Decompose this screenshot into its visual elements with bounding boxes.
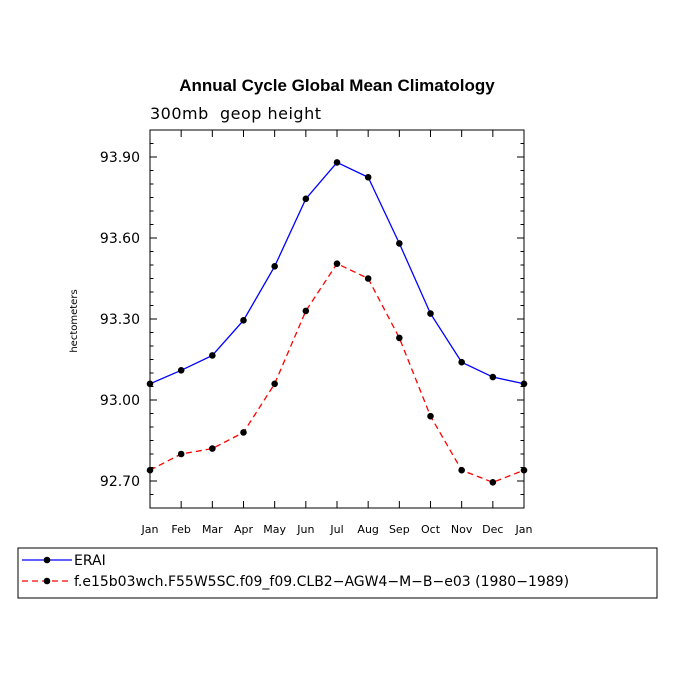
x-tick-label: Nov bbox=[451, 523, 473, 536]
chart-subtitle: 300mb geop height bbox=[150, 104, 321, 123]
series-2-point bbox=[209, 445, 216, 452]
series-2-point bbox=[333, 260, 341, 267]
legend-label-2: f.e15b03wch.F55W5SC.f09_f09.CLB2−AGW4−M−… bbox=[74, 574, 569, 590]
series-1-point bbox=[489, 373, 497, 381]
legend-label-1: ERAI bbox=[74, 553, 106, 569]
x-tick-label: Jun bbox=[296, 523, 314, 536]
series-1-point bbox=[146, 380, 154, 388]
series-1-point bbox=[302, 195, 310, 203]
x-tick-label: Aug bbox=[357, 523, 378, 536]
series-2-point bbox=[427, 412, 434, 420]
series-2-point bbox=[396, 334, 403, 342]
x-tick-label: Sep bbox=[389, 523, 410, 536]
series-1-point bbox=[177, 367, 185, 374]
plot-frame bbox=[149, 129, 525, 509]
legend-marker-2 bbox=[43, 577, 51, 585]
chart-title: Annual Cycle Global Mean Climatology bbox=[179, 76, 495, 95]
series-2-point bbox=[177, 450, 185, 458]
series-1-point bbox=[333, 159, 341, 166]
series-2-point bbox=[146, 466, 154, 474]
y-tick-label: 93.30 bbox=[100, 312, 140, 328]
series-1-point bbox=[271, 263, 278, 270]
x-tick-label: Dec bbox=[482, 523, 503, 536]
y-tick-label: 93.60 bbox=[100, 231, 140, 247]
series-2-point bbox=[240, 429, 247, 436]
series-1-point bbox=[396, 240, 403, 247]
x-tick-label: Apr bbox=[234, 523, 254, 536]
x-tick-label: Jan bbox=[515, 523, 533, 536]
y-tick-label: 92.70 bbox=[100, 474, 140, 490]
series-2-point bbox=[489, 479, 497, 486]
series-1-point bbox=[240, 317, 247, 324]
series-2-point bbox=[364, 275, 372, 282]
y-tick-label: 93.90 bbox=[100, 150, 140, 166]
series-1-point bbox=[209, 352, 216, 359]
series-1-point bbox=[364, 173, 372, 181]
series-2-point bbox=[271, 380, 278, 388]
x-tick-label: Feb bbox=[171, 523, 190, 536]
x-tick-label: Jan bbox=[141, 523, 159, 536]
series-1-point bbox=[458, 358, 465, 366]
series-2-point bbox=[302, 307, 310, 315]
series-line-2 bbox=[149, 262, 525, 484]
x-tick-label: May bbox=[263, 523, 286, 536]
series-2-point bbox=[520, 466, 528, 474]
series-1-point bbox=[427, 310, 434, 317]
y-tick-label: 93.00 bbox=[100, 393, 140, 409]
legend-marker-1 bbox=[43, 556, 51, 564]
series-2-point bbox=[458, 466, 465, 474]
x-tick-label: Jul bbox=[329, 523, 343, 536]
legend-box bbox=[17, 547, 658, 599]
series-line-1 bbox=[149, 161, 525, 385]
x-tick-label: Oct bbox=[421, 523, 441, 536]
series-1-point bbox=[520, 380, 528, 388]
x-tick-label: Mar bbox=[202, 523, 223, 536]
y-axis-label: hectometers bbox=[69, 289, 80, 352]
